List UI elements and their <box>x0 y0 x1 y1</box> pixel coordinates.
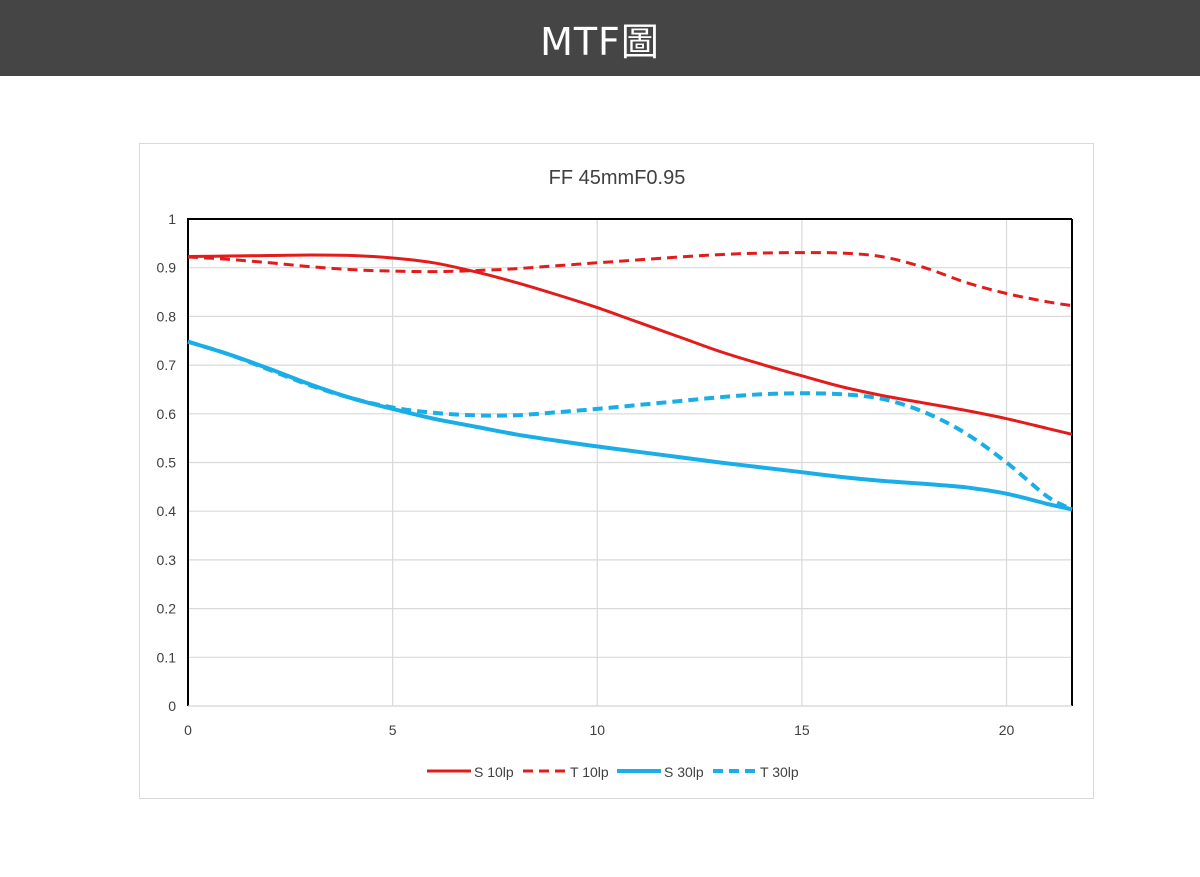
header-bar: MTF圖 <box>0 0 1200 76</box>
tick-labels: 00.10.20.30.40.50.60.70.80.910 5 10 15 20 <box>157 211 1015 738</box>
y-tick-label: 0.9 <box>157 260 177 276</box>
y-tick-label: 0.5 <box>157 455 177 471</box>
y-tick-label: 0.2 <box>157 601 177 617</box>
x-tick-label: 5 <box>389 722 397 738</box>
y-tick-label: 0.8 <box>157 308 177 324</box>
y-tick-label: 1 <box>168 211 176 227</box>
y-tick-label: 0.3 <box>157 552 177 568</box>
y-tick-label: 0.6 <box>157 406 177 422</box>
axes <box>187 218 1073 707</box>
x-tick-label: 10 <box>589 722 605 738</box>
y-tick-label: 0.1 <box>157 649 177 665</box>
x-tick-label: 15 <box>794 722 810 738</box>
chart-title: FF 45mmF0.95 <box>549 167 686 189</box>
legend-label: T 30lp <box>760 764 799 780</box>
series-line-s-30lp <box>187 339 1073 512</box>
y-tick-label: 0.4 <box>157 503 177 519</box>
grid-lines <box>187 218 1072 707</box>
legend-label: S 30lp <box>664 764 704 780</box>
legend-label: S 10lp <box>474 764 514 780</box>
legend: S 10lp T 10lp S 30lp T 30lp <box>427 764 799 780</box>
chart-frame <box>139 143 1094 799</box>
series-line-t-10lp <box>187 251 1073 308</box>
page-title: MTF圖 <box>540 19 660 64</box>
x-tick-label: 20 <box>999 722 1015 738</box>
series-line-t-30lp <box>187 339 1073 512</box>
y-tick-label: 0 <box>168 698 176 714</box>
legend-label: T 10lp <box>570 764 609 780</box>
series-line-s-10lp <box>187 253 1073 436</box>
series-lines <box>187 251 1073 512</box>
y-tick-label: 0.7 <box>157 357 177 373</box>
x-tick-label: 0 <box>184 722 192 738</box>
